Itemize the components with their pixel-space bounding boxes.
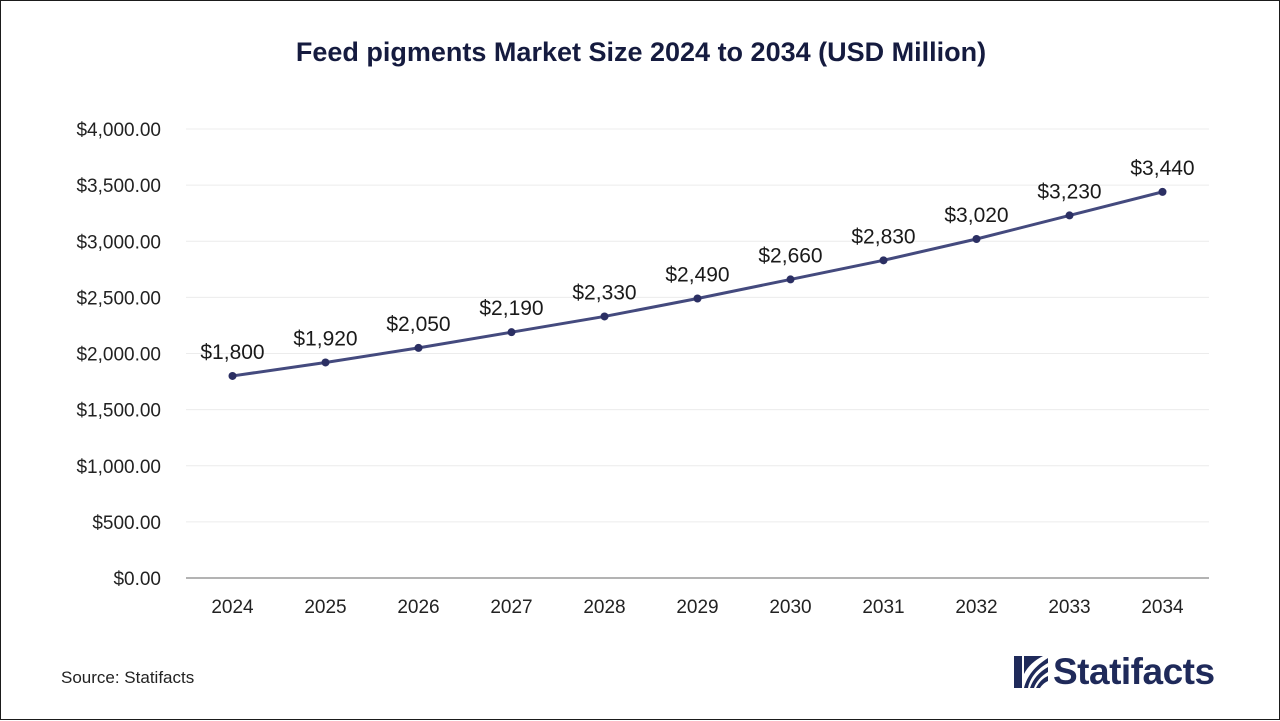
y-tick-label: $2,500.00 xyxy=(76,288,161,309)
data-label: $1,920 xyxy=(293,327,357,350)
data-point xyxy=(1065,211,1074,220)
x-tick-label: 2024 xyxy=(211,597,254,618)
x-tick-label: 2030 xyxy=(769,597,811,618)
statifacts-logo-icon xyxy=(1014,656,1048,688)
chart-title: Feed pigments Market Size 2024 to 2034 (… xyxy=(295,37,987,67)
y-tick-label: $4,000.00 xyxy=(76,120,161,141)
x-tick-label: 2026 xyxy=(397,597,439,618)
y-tick-label: $3,000.00 xyxy=(76,232,161,253)
data-point xyxy=(879,256,888,265)
x-tick-label: 2027 xyxy=(490,597,532,618)
data-point xyxy=(1158,187,1167,196)
data-point xyxy=(693,294,702,303)
y-tick-label: $0.00 xyxy=(113,569,161,590)
data-label: $2,050 xyxy=(386,313,450,336)
y-tick-label: $2,000.00 xyxy=(76,345,161,366)
x-tick-label: 2031 xyxy=(862,597,904,618)
data-label: $2,330 xyxy=(572,281,636,304)
data-point xyxy=(600,312,609,321)
y-tick-label: $500.00 xyxy=(92,513,161,534)
y-tick-label: $1,500.00 xyxy=(76,401,161,422)
brand-name: Statifacts xyxy=(1053,651,1215,692)
data-label: $2,830 xyxy=(851,225,915,248)
gridlines xyxy=(186,128,1209,523)
data-point xyxy=(507,328,516,337)
data-point xyxy=(414,343,423,352)
data-labels: $1,800 $1,920 $2,050 $2,190 $2,330 $2,490 $2,6… xyxy=(200,157,1194,364)
x-tick-label: 2032 xyxy=(955,597,997,618)
x-tick-label: 2029 xyxy=(676,597,718,618)
axes: $0.00 $500.00 $1,000.00 $1,500.00 $2,000.00 $… xyxy=(76,120,1209,618)
data-label: $1,800 xyxy=(200,341,264,364)
x-tick-label: 2034 xyxy=(1141,597,1184,618)
x-tick-label: 2025 xyxy=(304,597,346,618)
y-tick-label: $3,500.00 xyxy=(76,176,161,197)
data-label: $2,660 xyxy=(758,244,822,267)
data-label: $3,230 xyxy=(1037,180,1101,203)
data-label: $2,190 xyxy=(479,297,543,320)
data-label: $3,020 xyxy=(944,204,1008,227)
data-label: $3,440 xyxy=(1130,157,1194,180)
series-layer xyxy=(228,187,1167,380)
brand-logo: Statifacts xyxy=(1013,651,1215,693)
x-tick-label: 2033 xyxy=(1048,597,1090,618)
data-label: $2,490 xyxy=(665,263,729,286)
y-tick-label: $1,000.00 xyxy=(76,457,161,478)
data-point xyxy=(321,358,330,367)
source-note: Source: Statifacts xyxy=(61,668,195,687)
x-tick-label: 2028 xyxy=(583,597,625,618)
data-point xyxy=(972,235,981,244)
data-point xyxy=(786,275,795,284)
data-point xyxy=(228,371,237,380)
